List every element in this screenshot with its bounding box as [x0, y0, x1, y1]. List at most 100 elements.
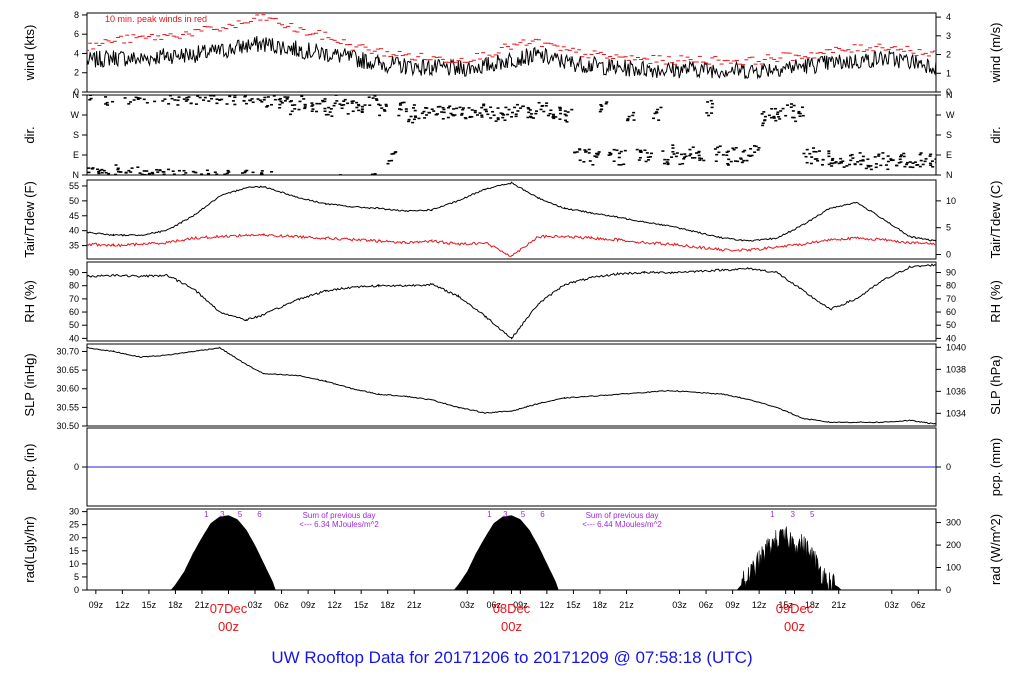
left-tick-label: 8 [74, 10, 79, 20]
right-tick-label: N [946, 170, 953, 180]
date-time-label: 00z [218, 619, 239, 634]
right-tick-label: 5 [946, 223, 951, 233]
left-tick-label: 30.65 [56, 365, 79, 375]
right-tick-label: 70 [946, 294, 956, 304]
time-axis: 09z 12z 15z 18z 21z 03z 06z 09z 12z 15z 18z 21z 03z 0… [89, 590, 926, 634]
y-axis-label-right: RH (%) [988, 280, 1003, 323]
right-tick-label: 1036 [946, 386, 966, 396]
time-tick-label: 12z [752, 600, 767, 610]
y-axis-label-left: wind (kts) [22, 25, 37, 82]
date-time-label: 00z [501, 619, 522, 634]
left-tick-label: 0 [74, 462, 79, 472]
y-axis-label-right: rad (W/m^2) [988, 514, 1003, 585]
left-tick-label: 80 [69, 281, 79, 291]
plot-area [87, 14, 936, 80]
time-tick-label: 09z [513, 600, 528, 610]
left-tick-label: 60 [69, 307, 79, 317]
solar-hour-mark: 3 [791, 510, 796, 519]
right-tick-label: S [946, 130, 952, 140]
left-tick-label: 30.70 [56, 346, 79, 356]
time-tick-label: 09z [301, 600, 316, 610]
right-tick-label: 200 [946, 540, 961, 550]
plot-area [87, 346, 936, 425]
time-tick-label: 18z [593, 600, 608, 610]
chart-title: UW Rooftop Data for 20171206 to 20171209… [271, 648, 753, 667]
time-tick-label: 15z [778, 600, 793, 610]
right-tick-label: 0 [946, 585, 951, 595]
y-axis-label-right: Tair/Tdew (C) [988, 180, 1003, 258]
y-axis-label-right: dir. [988, 126, 1003, 143]
solar-hour-mark: 1 [770, 510, 775, 519]
left-tick-label: N [73, 90, 80, 100]
left-tick-label: 4 [74, 48, 79, 58]
left-tick-label: 5 [74, 572, 79, 582]
panel-frame [86, 261, 937, 342]
panel-temp: 35 40 45 50 55 0 5 10 Tair/Tdew (F) Tair/Tdew (C) [22, 179, 1003, 260]
solar-hour-mark: 6 [540, 510, 545, 519]
time-tick-label: 21z [619, 600, 634, 610]
left-tick-label: W [71, 110, 80, 120]
solar-radiation-day [736, 526, 842, 590]
time-tick-label: 18z [805, 600, 820, 610]
date-time-label: 00z [784, 619, 805, 634]
time-tick-label: 21z [195, 600, 210, 610]
left-tick-label: 40 [69, 226, 79, 236]
time-tick-label: 18z [380, 600, 395, 610]
solar-day-total: <--- 6.34 MJoules/m^2 [299, 520, 379, 529]
y-axis-label-left: SLP (inHg) [22, 353, 37, 416]
right-tick-label: 1 [946, 68, 951, 78]
right-tick-label: 0 [946, 250, 951, 260]
plot-area [87, 263, 936, 340]
left-tick-label: 2 [74, 68, 79, 78]
right-tick-label: 1034 [946, 408, 966, 418]
right-tick-label: 1040 [946, 342, 966, 352]
series-tdew [87, 232, 936, 258]
date-label: 09Dec [776, 601, 814, 616]
y-axis-label-left: RH (%) [22, 280, 37, 323]
left-tick-label: 55 [69, 181, 79, 191]
solar-hour-mark: 5 [810, 510, 815, 519]
y-axis-label-right: wind (m/s) [988, 23, 1003, 84]
solar-day-total: Sum of previous day [303, 511, 376, 520]
time-tick-label: 21z [407, 600, 422, 610]
right-tick-label: 0 [946, 462, 951, 472]
solar-hour-mark: 3 [220, 510, 225, 519]
time-tick-label: 06z [911, 600, 926, 610]
left-tick-label: S [73, 130, 79, 140]
left-tick-label: 50 [69, 320, 79, 330]
y-axis-label-right: SLP (hPa) [988, 355, 1003, 415]
left-tick-label: 45 [69, 211, 79, 221]
left-tick-label: N [73, 170, 80, 180]
time-tick-label: 09z [725, 600, 740, 610]
time-tick-label: 03z [885, 600, 900, 610]
series-rh [87, 263, 936, 340]
right-tick-label: N [946, 90, 953, 100]
series-mean-wind [87, 36, 936, 80]
right-tick-label: 40 [946, 333, 956, 343]
time-tick-label: 15z [566, 600, 581, 610]
solar-hour-mark: 1 [487, 510, 492, 519]
plot-area [87, 181, 936, 258]
right-tick-label: 3 [946, 31, 951, 41]
left-tick-label: 6 [74, 29, 79, 39]
right-tick-label: 300 [946, 518, 961, 528]
right-tick-label: 80 [946, 281, 956, 291]
solar-hour-mark: 3 [503, 510, 508, 519]
panel-slp: 30.50 30.55 30.60 30.65 30.70 1034 1036 1038 104… [22, 342, 1003, 431]
y-axis-label-right: pcp. (mm) [988, 438, 1003, 497]
time-tick-label: 06z [699, 600, 714, 610]
right-tick-label: E [946, 150, 952, 160]
right-tick-label: W [946, 110, 955, 120]
solar-hour-mark: 5 [521, 510, 526, 519]
left-tick-label: 30.55 [56, 402, 79, 412]
left-tick-label: 35 [69, 241, 79, 251]
panel-frame [86, 12, 937, 93]
right-tick-label: 90 [946, 268, 956, 278]
right-tick-label: 4 [946, 12, 951, 22]
y-axis-label-left: rad(Lgly/hr) [22, 516, 37, 582]
y-axis-label-left: pcp. (in) [22, 444, 37, 491]
solar-day-total: <--- 6.44 MJoules/m^2 [582, 520, 662, 529]
